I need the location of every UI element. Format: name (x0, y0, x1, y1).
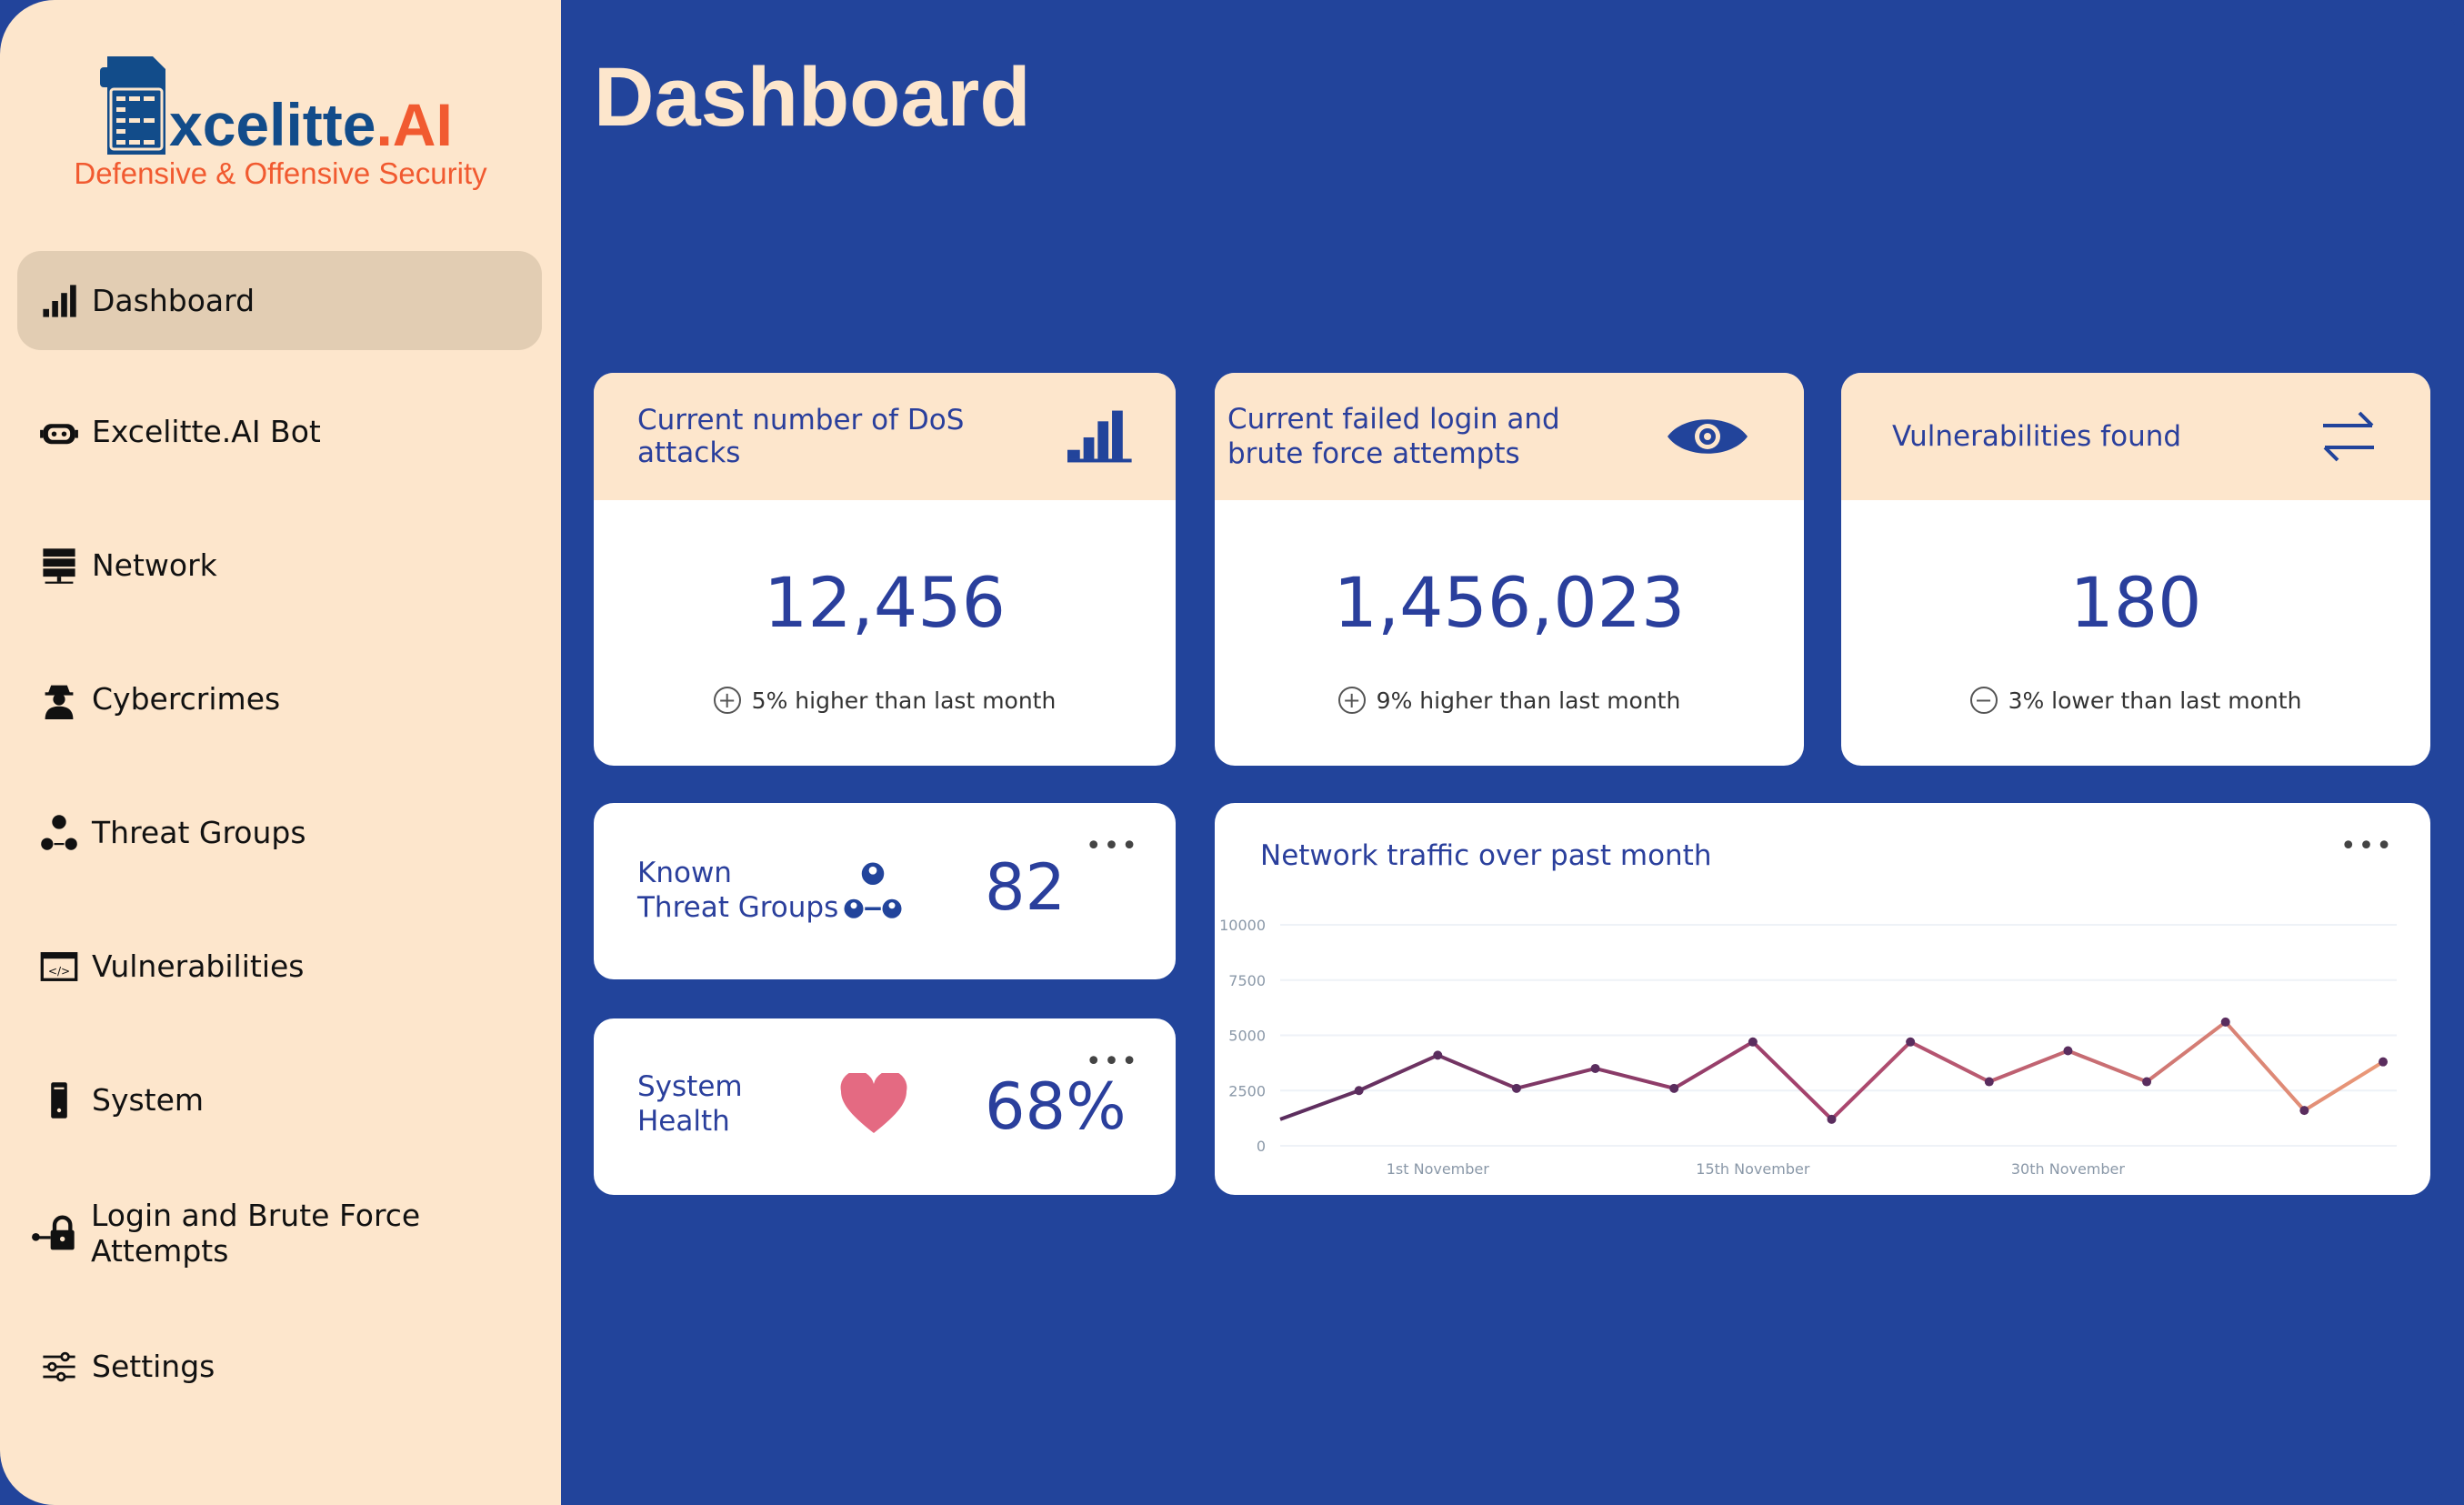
bar-chart-icon (1067, 410, 1132, 463)
card-value: 82 (985, 850, 1067, 925)
stat-delta: 5% higher than last month (751, 687, 1057, 714)
stat-card-dos: Current number of DoS attacks 12,456 +5%… (594, 373, 1176, 766)
card-value: 68% (985, 1069, 1127, 1144)
card-label: Known Threat Groups (637, 857, 839, 924)
hacker-icon (45, 685, 74, 719)
data-point (1984, 1077, 1994, 1087)
data-point (1511, 1083, 1521, 1093)
spreadsheet-logo-icon (100, 56, 165, 155)
sidebar-item-label: Cybercrimes (92, 681, 281, 717)
more-options-button[interactable]: ••• (2339, 830, 2394, 862)
brand-name: xcelitte.AI (169, 91, 453, 158)
x-tick-label: 15th November (1696, 1160, 1810, 1178)
heart-icon (840, 1073, 907, 1133)
sidebar-item-label: Dashboard (92, 283, 255, 318)
sidebar-item-dashboard[interactable]: Dashboard (17, 251, 542, 350)
card-label: System Health (637, 1070, 743, 1138)
sidebar-item-label: Excelitte.AI Bot (92, 414, 321, 449)
sidebar: xcelitte.AI Defensive & Offensive Securi… (0, 0, 561, 1505)
sidebar-item-label: System (92, 1082, 205, 1118)
sidebar-item-label: Network (92, 547, 217, 583)
stat-delta: 9% higher than last month (1376, 687, 1681, 714)
sidebar-item-label: Settings (92, 1349, 215, 1384)
system-health-card: System Health 68% ••• (594, 1018, 1176, 1195)
x-tick-label: 1st November (1387, 1160, 1490, 1178)
sidebar-item-system[interactable]: System (17, 1050, 542, 1149)
series-line (1279, 1019, 2385, 1122)
sidebar-item-vulnerabilities[interactable]: </> Vulnerabilities (17, 917, 542, 1016)
group-icon (844, 862, 902, 918)
stat-card-login: Current failed login and brute force att… (1215, 373, 1804, 766)
data-point (1354, 1086, 1364, 1096)
data-point (2063, 1046, 2073, 1056)
brand-tagline: Defensive & Offensive Security (74, 156, 487, 190)
data-point (2299, 1106, 2309, 1116)
chart-title: Network traffic over past month (1260, 839, 1712, 872)
computer-tower-icon (51, 1081, 67, 1119)
line-chart: 0 2500 5000 7500 10000 1st November 15th Novem… (1219, 917, 2397, 1178)
data-point (1906, 1037, 1916, 1047)
sidebar-item-label: Threat Groups (92, 815, 306, 850)
svg-text:</>: </> (48, 964, 70, 977)
key-lock-icon (32, 1215, 75, 1249)
more-options-button[interactable]: ••• (1085, 1046, 1139, 1078)
data-point (2379, 1057, 2388, 1067)
sidebar-item-login-attempts[interactable]: Login and Brute Force Attempts (9, 1183, 534, 1282)
data-point (2142, 1077, 2152, 1087)
data-point (1669, 1083, 1679, 1093)
minus-circle-icon: − (1969, 687, 1998, 714)
y-tick-label: 0 (1257, 1138, 1266, 1155)
swap-arrows-icon (2323, 411, 2374, 462)
stat-value: 12,456 (764, 562, 1006, 643)
server-icon (43, 547, 75, 584)
page-title: Dashboard (594, 51, 1031, 144)
sliders-icon (43, 1351, 75, 1381)
eye-icon (1668, 419, 1748, 454)
plus-circle-icon: + (713, 687, 741, 714)
stat-title: Current number of DoS attacks (637, 404, 965, 469)
network-traffic-chart-card: Network traffic over past month ••• 0 250… (1215, 803, 2430, 1195)
y-tick-label: 7500 (1228, 972, 1266, 989)
sidebar-item-cybercrimes[interactable]: Cybercrimes (17, 649, 542, 748)
code-window-icon: </> (40, 951, 78, 981)
more-options-button[interactable]: ••• (1085, 830, 1139, 862)
data-point (1827, 1114, 1837, 1124)
bar-chart-icon (43, 284, 76, 317)
sidebar-item-label: Login and Brute Force Attempts (91, 1197, 421, 1269)
known-threat-groups-card: Known Threat Groups 82 ••• (594, 803, 1176, 979)
stat-card-vulnerabilities: Vulnerabilities found 180 −3% lower than… (1841, 373, 2430, 766)
y-tick-label: 5000 (1228, 1028, 1266, 1045)
sidebar-item-threat-groups[interactable]: Threat Groups (17, 783, 542, 882)
y-tick-label: 10000 (1219, 917, 1266, 934)
logo: xcelitte.AI (100, 56, 453, 155)
robot-icon (40, 423, 78, 444)
stat-delta: 3% lower than last month (2008, 687, 2302, 714)
data-point (1590, 1063, 1600, 1073)
sidebar-item-network[interactable]: Network (17, 516, 542, 615)
x-tick-label: 30th November (2011, 1160, 2126, 1178)
plus-circle-icon: + (1337, 687, 1366, 714)
stat-title: Vulnerabilities found (1892, 420, 2182, 453)
stat-value: 180 (2069, 562, 2202, 643)
sidebar-item-settings[interactable]: Settings (17, 1317, 542, 1416)
data-point (1748, 1037, 1758, 1047)
stat-value: 1,456,023 (1333, 562, 1686, 643)
sidebar-item-label: Vulnerabilities (92, 948, 305, 984)
sidebar-item-bot[interactable]: Excelitte.AI Bot (17, 382, 542, 481)
y-tick-label: 2500 (1228, 1082, 1266, 1099)
group-icon (41, 814, 77, 850)
stat-title: Current failed login and brute force att… (1227, 403, 1560, 470)
data-point (1433, 1050, 1443, 1060)
data-point (2220, 1017, 2230, 1027)
